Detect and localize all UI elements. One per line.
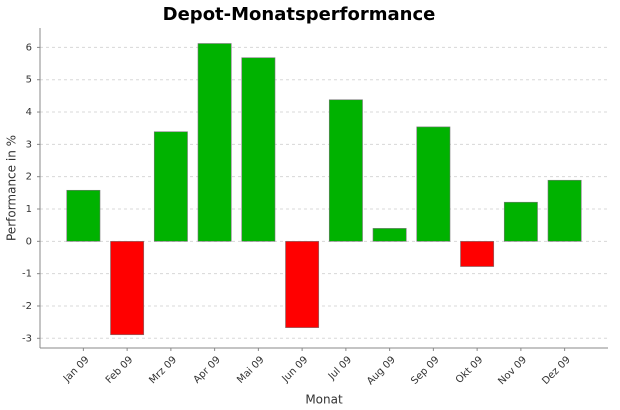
y-tick-label: 2: [26, 172, 32, 183]
bar: [66, 189, 101, 242]
y-tick-label: 5: [26, 75, 32, 86]
y-tick-label: 0: [26, 236, 32, 247]
bar: [503, 201, 538, 242]
bar: [285, 241, 320, 328]
bar: [197, 43, 232, 242]
x-axis-label: Monat: [305, 393, 343, 407]
bar: [328, 99, 363, 242]
y-tick-label: 6: [26, 42, 32, 53]
y-tick-label: 1: [26, 204, 32, 215]
bar: [241, 57, 276, 242]
bar: [547, 179, 582, 242]
bar: [110, 241, 145, 336]
bar: [372, 228, 407, 242]
y-tick-label: -3: [22, 333, 32, 344]
bar: [460, 241, 495, 267]
y-tick-label: 4: [26, 107, 32, 118]
y-axis-label: Performance in %: [5, 135, 19, 241]
bar: [416, 126, 451, 242]
y-tick-label: 3: [26, 139, 32, 150]
y-tick-label: -1: [22, 269, 32, 280]
chart-title: Depot-Monatsperformance: [163, 4, 436, 25]
bar: [153, 131, 188, 242]
y-tick-label: -2: [22, 301, 32, 312]
